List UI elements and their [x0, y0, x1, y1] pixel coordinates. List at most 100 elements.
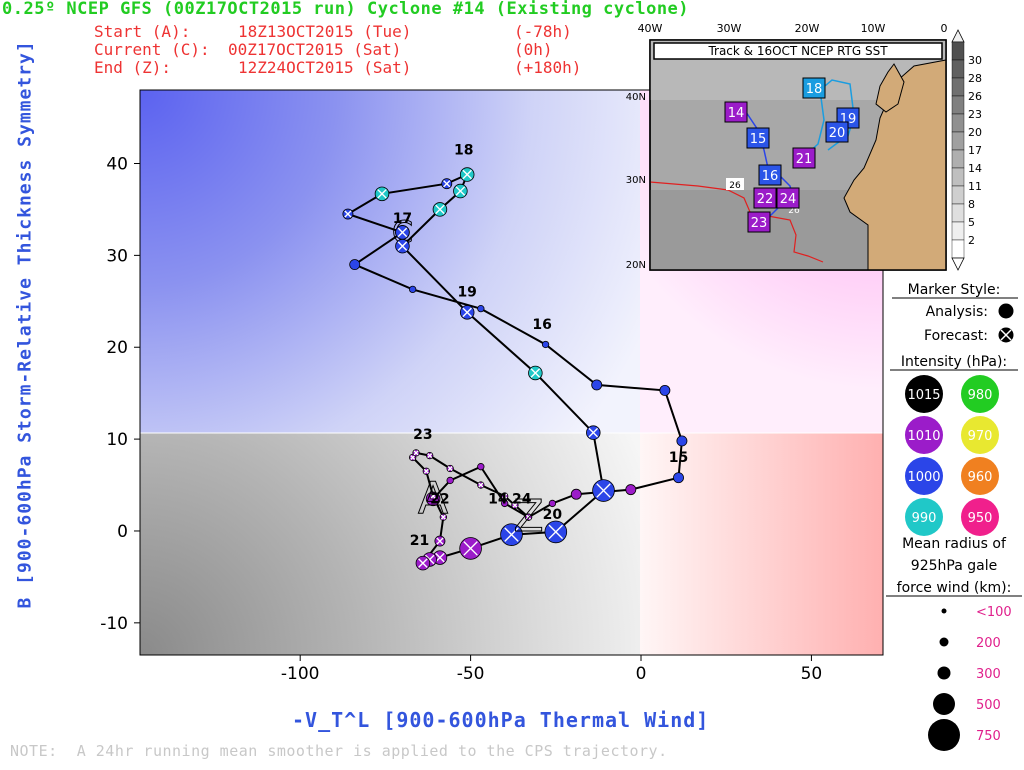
colorbar-tick-label: 26 — [968, 90, 982, 103]
svg-text:15: 15 — [750, 132, 767, 147]
svg-text:<100: <100 — [976, 605, 1012, 620]
day-label: 22 — [430, 491, 449, 507]
quadrant-asymmetric-cold — [140, 90, 640, 433]
forecast-marker — [441, 178, 453, 190]
track-line — [345, 172, 683, 564]
analysis-marker — [659, 384, 671, 396]
colorbar-tick-label: 20 — [968, 126, 982, 139]
legend-marker-style-title: Marker Style: — [908, 282, 1001, 298]
colorbar-segment — [951, 95, 965, 115]
intensity-swatch: 960 — [961, 457, 999, 495]
chart-title: 0.25º NCEP GFS (00Z17OCT2015 run) Cyclon… — [2, 0, 690, 19]
legend-forecast-marker — [998, 327, 1014, 343]
day-label: 21 — [410, 533, 429, 549]
colorbar-bottom-arrow — [951, 257, 965, 271]
svg-text:970: 970 — [968, 429, 993, 444]
inset-title: Track & 16OCT NCEP RTG SST — [707, 44, 888, 58]
inset-track-box: 23 — [747, 211, 771, 233]
smoother-note: NOTE: A 24hr running mean smoother is ap… — [10, 742, 668, 760]
colorbar-segment — [951, 149, 965, 169]
svg-text:20: 20 — [829, 126, 846, 141]
analysis-marker — [541, 340, 550, 349]
inset-lat-label: 20N — [626, 260, 646, 271]
day-label: 23 — [413, 427, 432, 443]
legend-forecast-label: Forecast: — [924, 328, 988, 344]
colorbar-tick-label: 17 — [968, 144, 982, 157]
colorbar-segment — [951, 131, 965, 151]
radius-swatch: <100 — [941, 605, 1012, 620]
analysis-marker — [409, 285, 417, 294]
colorbar-tick-label: 8 — [968, 198, 975, 211]
inset-track-box: 14 — [724, 101, 748, 123]
y-tick-label: 0 — [117, 522, 128, 542]
inset-track-box: 21 — [792, 147, 816, 169]
x-tick-label: 0 — [636, 664, 647, 684]
colorbar-segment — [951, 77, 965, 97]
forecast-marker — [434, 535, 446, 547]
colorbar-segment — [951, 59, 965, 79]
inset-lon-label: 20W — [795, 22, 820, 35]
end-offset: (+180h) — [514, 58, 582, 77]
svg-text:16: 16 — [762, 169, 779, 184]
forecast-marker — [439, 513, 447, 521]
legend-radius-title-1: Mean radius of — [902, 536, 1007, 552]
forecast-marker — [395, 225, 410, 240]
x-tick-label: -100 — [281, 664, 320, 684]
radius-swatch: 500 — [933, 693, 1001, 715]
forecast-marker — [395, 238, 410, 254]
svg-text:18: 18 — [806, 82, 823, 97]
current-time: 00Z17OCT2015 (Sat) — [228, 40, 402, 59]
x-axis-label: -V_T^L [900-600hPa Thermal Wind] — [292, 708, 710, 732]
intensity-swatch: 970 — [961, 416, 999, 454]
phase-quadrants — [140, 90, 883, 655]
day-label: 16 — [532, 317, 551, 333]
quadrant-symmetric-warm — [640, 433, 883, 655]
svg-text:980: 980 — [968, 388, 993, 403]
svg-text:200: 200 — [976, 636, 1001, 651]
svg-text:300: 300 — [976, 667, 1001, 682]
plot-frame — [139, 89, 884, 656]
svg-text:990: 990 — [912, 511, 937, 526]
radius-swatch: 200 — [939, 636, 1001, 651]
current-offset: (0h) — [514, 40, 553, 59]
analysis-marker — [477, 305, 485, 313]
forecast-marker — [501, 492, 509, 500]
inset-track-box: 24 — [776, 187, 800, 209]
inset-track-box: 18 — [802, 77, 826, 99]
forecast-marker — [459, 305, 475, 320]
analysis-marker — [625, 484, 637, 496]
forecast-marker — [524, 513, 533, 521]
inset-track-box: 22 — [753, 187, 777, 209]
current-label: Current (C): — [94, 40, 210, 59]
analysis-marker — [501, 499, 509, 508]
forecast-marker — [342, 208, 354, 220]
forecast-marker — [544, 520, 568, 544]
day-label: 15 — [669, 450, 688, 466]
colorbar-tick-label: 11 — [968, 180, 982, 193]
svg-text:960: 960 — [968, 470, 993, 485]
legend-radius-title-3: force wind (km): — [897, 580, 1012, 596]
colorbar-segment — [951, 239, 965, 259]
colorbar-top-arrow — [951, 29, 965, 43]
inset-colorbar: 30 28 26 23 20 17 14 11 8 5 2 — [951, 29, 982, 271]
svg-text:21: 21 — [796, 152, 813, 167]
forecast-marker — [477, 481, 485, 489]
forecast-marker — [429, 492, 437, 500]
svg-text:1000: 1000 — [907, 470, 940, 485]
x-tick-label: -50 — [457, 664, 485, 684]
forecast-marker — [415, 555, 431, 571]
inset-sst-label-2: 26 — [788, 206, 800, 216]
y-tick-label: 20 — [106, 338, 128, 358]
day-label: 17 — [393, 211, 412, 227]
start-label: Start (A): — [94, 22, 191, 41]
colorbar-tick-label: 2 — [968, 234, 975, 247]
inset-track-box: 20 — [825, 121, 849, 143]
colorbar-segment — [951, 221, 965, 241]
inset-frame — [649, 39, 947, 271]
forecast-marker — [459, 537, 482, 560]
day-labels: 14 15 16 17 18 19 20 21 22 23 24 — [393, 142, 689, 548]
quadrant-symmetric-cold — [140, 433, 640, 655]
track-inset-map: 40W 30W 20W 10W 0 26 26 40N 30N 20N Trac… — [626, 22, 982, 271]
colorbar-segment — [951, 41, 965, 61]
analysis-marker — [591, 379, 603, 391]
